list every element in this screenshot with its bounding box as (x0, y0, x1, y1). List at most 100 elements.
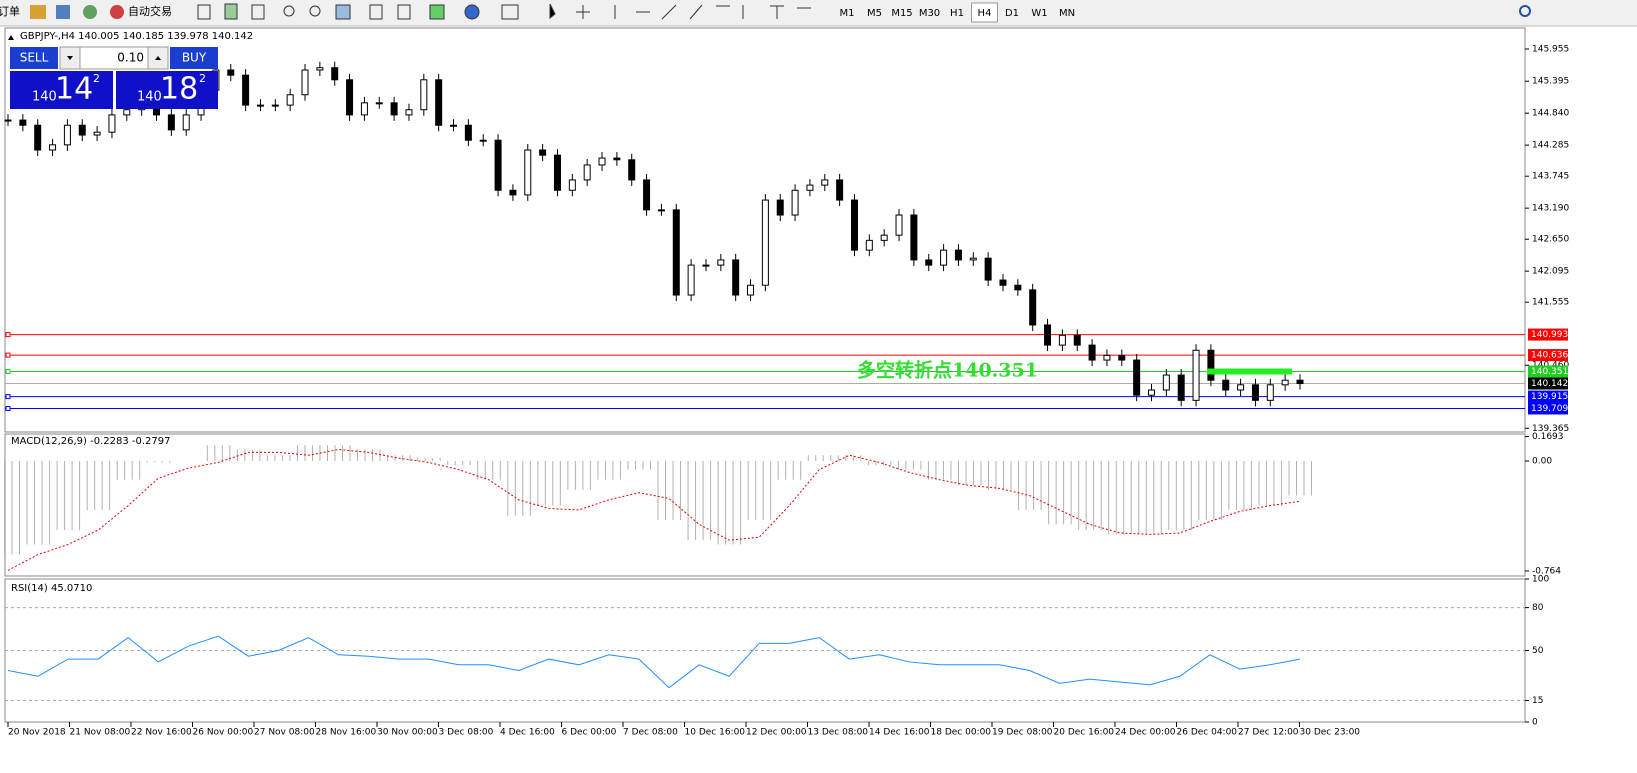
candle (167, 114, 175, 131)
candle (1103, 354, 1111, 361)
turning-point-bar (1207, 368, 1292, 375)
sell-label[interactable]: SELL (20, 51, 49, 65)
candle (1073, 334, 1081, 346)
candle (286, 94, 294, 106)
price-tag (1528, 328, 1568, 341)
x-tick-label: 24 Dec 00:00 (1115, 728, 1176, 738)
timeframe-button[interactable]: M15 (891, 8, 912, 19)
candle (583, 164, 591, 181)
candle (732, 259, 740, 296)
timeframe-button[interactable]: M1 (840, 8, 855, 19)
orders-button[interactable]: 订单 (0, 5, 20, 18)
timeframe-button[interactable]: MN (1059, 8, 1075, 19)
sell-button[interactable] (10, 47, 58, 69)
candle (1177, 374, 1185, 401)
price-tag-label: 139.915 (1531, 392, 1568, 402)
down-arrow (67, 56, 73, 60)
buy-label[interactable]: BUY (182, 51, 207, 65)
buy-button[interactable] (170, 47, 218, 69)
y-tick-label: 145.395 (1532, 77, 1569, 87)
annotation: 多空转折点140.351 (857, 359, 1038, 382)
lot-value[interactable]: 0.10 (117, 51, 144, 65)
candle (1133, 359, 1141, 396)
timeframe-button[interactable]: D1 (1005, 8, 1019, 19)
candle (63, 124, 71, 146)
candle (910, 214, 918, 261)
candle (628, 159, 636, 181)
up-arrow (155, 56, 161, 60)
candle (717, 259, 725, 266)
x-tick-label: 26 Dec 04:00 (1177, 728, 1238, 738)
level-handle[interactable] (5, 405, 11, 411)
candle (1014, 284, 1022, 291)
candle (1251, 384, 1259, 401)
y-tick-label: 141.555 (1532, 298, 1569, 308)
candle (93, 131, 101, 136)
y-tick-label: 143.190 (1532, 204, 1569, 214)
candle (747, 284, 755, 296)
candle (643, 179, 651, 211)
candle (256, 104, 264, 107)
candle (1162, 374, 1170, 391)
candle (940, 249, 948, 266)
candle (34, 124, 42, 151)
plots: 145.955 145.395 144.840 144.285 143.745 143.1… (4, 45, 1569, 738)
sell-price-main: 14 (55, 72, 93, 107)
candle (865, 239, 873, 251)
candle (1192, 349, 1200, 401)
x-tick-label: 7 Dec 08:00 (623, 728, 678, 738)
buy-price-box[interactable] (116, 71, 218, 109)
candle (1088, 344, 1096, 361)
panel-arrow (8, 35, 14, 40)
x-tick-label: 12 Dec 00:00 (746, 728, 807, 738)
x-tick-label: 30 Dec 23:00 (1300, 728, 1361, 738)
level-handle[interactable] (5, 332, 11, 338)
level-handle[interactable] (5, 394, 11, 400)
price-tag (1528, 365, 1568, 378)
candle (123, 109, 131, 116)
timeframe-button[interactable]: M5 (867, 8, 882, 19)
candle (49, 144, 57, 151)
candle (479, 139, 487, 142)
candle (850, 199, 858, 251)
candle (1281, 379, 1289, 386)
timeframe-button[interactable]: W1 (1031, 8, 1047, 19)
y-tick-label: 139.365 (1532, 424, 1569, 434)
timeframe-button[interactable]: H1 (950, 8, 964, 19)
level-handle[interactable] (5, 352, 11, 358)
search-icon[interactable] (1519, 5, 1531, 17)
buy-price-main: 18 (160, 72, 198, 107)
x-tick-label: 26 Nov 00:00 (193, 728, 254, 738)
buy-price-big: 140 (137, 90, 162, 105)
y-tick-label: 145.955 (1532, 45, 1569, 55)
x-tick-label: 21 Nov 08:00 (70, 728, 131, 738)
price-tag-label: 140.636 (1531, 351, 1568, 361)
icon[interactable] (83, 5, 97, 19)
icon[interactable] (56, 5, 70, 19)
x-tick-label: 13 Dec 08:00 (808, 728, 869, 738)
x-tick-label: 3 Dec 08:00 (439, 728, 494, 738)
y-tick-label: 144.285 (1532, 141, 1569, 151)
tool-icons[interactable] (197, 3, 811, 20)
timeframe-button[interactable]: H4 (978, 8, 992, 19)
candle (821, 179, 829, 186)
auto-trading-icon[interactable] (110, 5, 124, 19)
x-tick-label: 30 Nov 00:00 (377, 728, 438, 738)
candle (78, 124, 86, 136)
level-handle[interactable] (5, 369, 11, 375)
sell-price-box[interactable] (10, 71, 113, 109)
x-tick-label: 27 Dec 12:00 (1238, 728, 1299, 738)
y-tick-label: 0.00 (1532, 456, 1552, 466)
candle (1237, 384, 1245, 391)
auto-trading-button[interactable]: 自动交易 (128, 4, 172, 18)
icon[interactable] (30, 5, 46, 19)
candle (1266, 384, 1274, 401)
candle (227, 69, 235, 76)
candle (346, 79, 354, 116)
sell-price-big: 140 (32, 90, 57, 105)
timeframe-button[interactable]: M30 (919, 8, 940, 19)
candle (969, 257, 977, 261)
candle (776, 199, 784, 216)
candle (271, 104, 279, 107)
candle (687, 264, 695, 296)
